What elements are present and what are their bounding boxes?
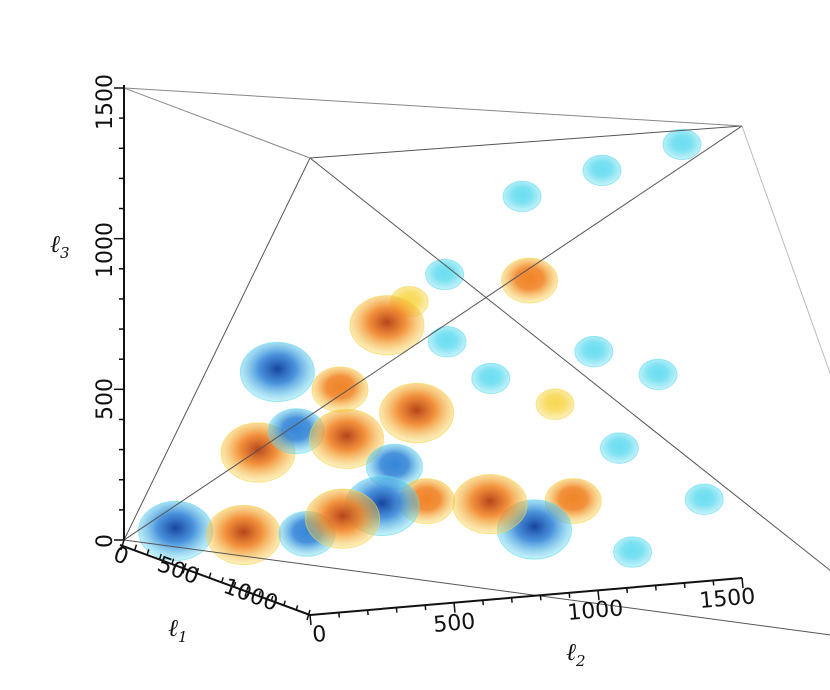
l1-tick-mark (196, 567, 200, 574)
l2-label-symbol: ℓ (566, 638, 576, 666)
blob-positive-22 (535, 388, 575, 420)
blob-positive-8 (349, 295, 425, 356)
frame-edge-dc (309, 157, 830, 571)
l2-tick-500: 500 (432, 609, 476, 638)
l2-label-subscript: 2 (575, 652, 586, 670)
l2-tick-mark (712, 580, 715, 586)
frame-edge-ac (123, 539, 830, 636)
svg-text:ℓ2: ℓ2 (566, 638, 586, 670)
l1-label-subscript: 1 (178, 628, 188, 646)
l2-tick-mark (482, 600, 485, 606)
l1-tick-mark (220, 577, 224, 583)
blob-positive-13 (501, 257, 559, 304)
blob-negative-24 (599, 432, 639, 464)
blob-negative-23 (638, 358, 678, 391)
blob-negative-2 (582, 154, 622, 187)
l1-tick-mark (134, 544, 138, 550)
isosurface-blobs (138, 128, 724, 568)
frame-back-edges (741, 125, 830, 375)
l2-tick-mark (309, 614, 312, 626)
l2-tick-1500: 1500 (698, 584, 756, 614)
blob-positive-11 (311, 366, 369, 413)
l2-tick-mark (654, 585, 657, 591)
axes (114, 85, 744, 626)
frame-edge-top2 (123, 87, 743, 127)
frame-edge-bd (309, 125, 743, 159)
l2-tick-mark (626, 587, 629, 593)
l1-tick-mark (158, 553, 162, 560)
blob-negative-12 (427, 326, 467, 358)
l1-tick-mark (270, 595, 274, 602)
l1-tick-mark (306, 609, 311, 621)
l1-tick-mark (258, 591, 262, 597)
l1-label-symbol: ℓ (168, 614, 178, 642)
l3-tick-500: 500 (93, 378, 118, 420)
blob-positive-30 (305, 488, 381, 549)
svg-text:ℓ1: ℓ1 (168, 614, 188, 646)
l2-tick-0: 0 (311, 622, 327, 648)
frame-edge-ab (123, 125, 743, 541)
l3-label-subscript: 3 (60, 244, 70, 262)
l2-tick-mark (424, 605, 427, 611)
frame-edge-back-bc (741, 125, 830, 375)
l1-tick-500: 500 (154, 552, 202, 590)
l2-tick-labels: 0 500 1000 1500 (311, 584, 756, 648)
l2-tick-mark (597, 590, 600, 601)
l1-axis-line (119, 544, 311, 616)
blob-positive-17 (379, 382, 455, 444)
axis-ticks (114, 87, 744, 626)
l1-tick-mark (171, 558, 175, 564)
l2-tick-mark (568, 592, 571, 598)
l2-tick-mark (683, 582, 686, 589)
blob-negative-18 (471, 362, 511, 395)
l2-tick-mark (366, 609, 369, 616)
l2-tick-mark (539, 595, 542, 601)
blob-positive-25 (452, 474, 528, 535)
blob-negative-3 (502, 180, 542, 213)
blob-negative-10 (613, 536, 653, 568)
l1-tick-mark (282, 600, 286, 606)
l1-tick-mark (120, 539, 125, 551)
l3-tick-1500: 1500 (93, 74, 118, 130)
l2-tick-1000: 1000 (566, 596, 624, 626)
frame-edge-ad (123, 157, 311, 541)
l3-tick-1000: 1000 (93, 222, 118, 278)
svg-text:ℓ3: ℓ3 (50, 230, 70, 262)
l1-tick-mark (244, 586, 249, 597)
blob-positive-16 (309, 408, 385, 469)
blob-negative-9 (425, 258, 465, 291)
l2-tick-mark (395, 607, 398, 613)
l2-tick-mark (453, 602, 456, 613)
blob-negative-19 (574, 335, 614, 368)
l1-tick-mark (295, 605, 299, 611)
frame-front-edges (123, 87, 830, 636)
l1-axis-label: ℓ1 (168, 614, 188, 646)
blob-negative-4 (239, 341, 315, 403)
l2-axis-label: ℓ2 (566, 638, 586, 670)
blob-negative-0 (138, 500, 214, 562)
l2-tick-mark (338, 612, 341, 618)
l2-tick-mark (741, 577, 744, 589)
frame-edge-top (123, 87, 311, 159)
l1-tick-mark (208, 572, 212, 578)
l1-tick-mark (182, 563, 187, 574)
l3-tick-labels: 0 500 1000 1500 (93, 74, 118, 548)
l1-tick-mark (146, 549, 150, 555)
blob-negative-1 (662, 128, 702, 161)
l3-label-symbol: ℓ (50, 230, 60, 258)
l1-tick-1000: 1000 (220, 574, 281, 617)
l3-tick-0: 0 (93, 534, 118, 548)
l1-tick-mark (233, 581, 237, 588)
blob-negative-26 (684, 483, 724, 516)
l2-axis-line (309, 577, 743, 616)
l3-axis-label: ℓ3 (50, 230, 70, 262)
